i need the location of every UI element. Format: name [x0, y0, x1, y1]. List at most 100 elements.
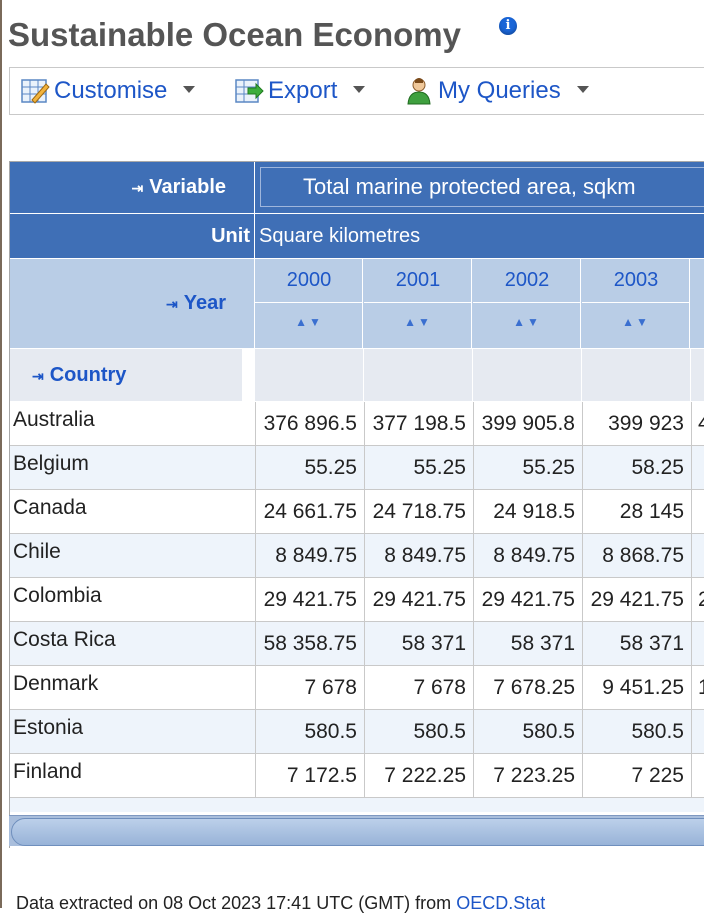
value-cell: [691, 490, 704, 534]
value-cell: 29 421.75: [582, 578, 690, 622]
my-queries-label: My Queries: [438, 77, 561, 104]
country-name: Australia: [13, 408, 95, 431]
table-row: Canada 24 661.75 24 718.75 24 918.5 28 145: [10, 490, 704, 534]
variable-label: Variable: [149, 176, 226, 198]
table-row: Belgium 55.25 55.25 55.25 58.25: [10, 446, 704, 490]
customise-menu[interactable]: Customise: [20, 68, 196, 114]
source-link[interactable]: OECD.Stat: [456, 893, 546, 913]
table-row: Costa Rica 58 358.75 58 371 58 371 58 371: [10, 622, 704, 666]
value-cell: 7 172.5: [255, 754, 363, 798]
value-cell: 7 225: [582, 754, 690, 798]
value-cell: 55.25: [473, 446, 581, 490]
value-cell: 24 718.75: [364, 490, 472, 534]
country-name: Chile: [13, 540, 61, 563]
value-cell: 580.5: [473, 710, 581, 754]
page-title: Sustainable Ocean Economy: [8, 16, 461, 53]
value-cell: 7 678.25: [473, 666, 581, 710]
chevron-down-icon: [183, 85, 196, 93]
value-cell: 55.25: [255, 446, 363, 490]
value-cell: 7 223.25: [473, 754, 581, 798]
value-cell: 8 849.75: [364, 534, 472, 578]
sort-icon[interactable]: ▲▼: [404, 315, 432, 329]
value-cell: 7 222.25: [364, 754, 472, 798]
country-name: Finland: [13, 760, 82, 783]
value-cell: 58 358.75: [255, 622, 363, 666]
table-row: Finland 7 172.5 7 222.25 7 223.25 7 225: [10, 754, 704, 798]
year-column: 2003 ▲▼: [582, 259, 690, 348]
value-cell: 580.5: [364, 710, 472, 754]
sort-icon[interactable]: ▲▼: [295, 315, 323, 329]
data-table: ⇥ Variable Total marine protected area, s…: [9, 161, 704, 848]
variable-header: ⇥ Variable: [10, 162, 254, 213]
country-name: Costa Rica: [13, 628, 116, 651]
value-cell: 376 896.5: [255, 402, 363, 446]
value-cell: 55.25: [364, 446, 472, 490]
expand-icon[interactable]: ⇥: [131, 180, 144, 196]
value-cell: 58 371: [582, 622, 690, 666]
value-cell: 8 868.75: [582, 534, 690, 578]
unit-header: Unit: [10, 214, 254, 258]
data-rows: Australia 376 896.5 377 198.5 399 905.8 399 …: [10, 402, 704, 822]
unit-label: Unit: [211, 225, 250, 247]
value-cell: 377 198.5: [364, 402, 472, 446]
year-label: 2000: [286, 269, 332, 291]
value-cell: 58.25: [582, 446, 690, 490]
value-cell: 9 451.25: [582, 666, 690, 710]
expand-icon[interactable]: ⇥: [166, 296, 178, 312]
value-cell: [691, 710, 704, 754]
table-row: Chile 8 849.75 8 849.75 8 849.75 8 868.75: [10, 534, 704, 578]
year-label: 2001: [395, 269, 441, 291]
country-header-values: [255, 349, 704, 401]
year-column: 2001 ▲▼: [364, 259, 472, 348]
unit-value: Square kilometres: [259, 225, 421, 247]
country-name: Belgium: [13, 452, 89, 475]
value-cell: 8 849.75: [255, 534, 363, 578]
export-label: Export: [268, 77, 338, 104]
export-menu[interactable]: Export: [234, 68, 366, 114]
value-cell: 24 918.5: [473, 490, 581, 534]
country-header: ⇥ Country: [10, 349, 242, 401]
unit-value-cell: Square kilometres: [255, 214, 704, 258]
country-name: Estonia: [13, 716, 84, 739]
sort-icon[interactable]: ▲▼: [513, 315, 541, 329]
horizontal-scrollbar[interactable]: [9, 815, 704, 846]
value-cell: [691, 754, 704, 798]
table-row: Colombia 29 421.75 29 421.75 29 421.75 29 42…: [10, 578, 704, 622]
footer-note: Data extracted on 08 Oct 2023 17:41 UTC …: [16, 893, 545, 914]
info-icon[interactable]: i: [499, 17, 517, 35]
year-header: ⇥ Year: [10, 259, 254, 348]
table-row: Australia 376 896.5 377 198.5 399 905.8 399 …: [10, 402, 704, 446]
value-cell: 580.5: [582, 710, 690, 754]
left-border: [0, 0, 2, 908]
expand-icon[interactable]: ⇥: [32, 368, 44, 384]
customise-icon: [20, 76, 50, 106]
value-cell: 399 923: [582, 402, 690, 446]
value-cell: 2: [691, 578, 704, 622]
my-queries-menu[interactable]: My Queries: [404, 68, 589, 114]
variable-value-cell: Total marine protected area, sqkm: [255, 162, 704, 213]
footer-text: Data extracted on 08 Oct 2023 17:41 UTC …: [16, 893, 457, 913]
chevron-down-icon: [353, 85, 366, 93]
value-cell: 1: [691, 666, 704, 710]
user-icon: [404, 76, 434, 106]
value-cell: 7 678: [364, 666, 472, 710]
value-cell: 28 145: [582, 490, 690, 534]
value-cell: 399 905.8: [473, 402, 581, 446]
value-cell: 58 371: [364, 622, 472, 666]
country-name: Denmark: [13, 672, 99, 695]
customise-label: Customise: [54, 77, 168, 104]
export-icon: [234, 76, 264, 106]
value-cell: 29 421.75: [255, 578, 363, 622]
value-cell: 4: [691, 402, 704, 446]
value-cell: [691, 534, 704, 578]
year-columns: 2000 ▲▼ 2001 ▲▼ 2002 ▲▼ 2003 ▲▼: [255, 259, 704, 348]
value-cell: [691, 622, 704, 666]
sort-icon[interactable]: ▲▼: [622, 315, 650, 329]
value-cell: 580.5: [255, 710, 363, 754]
value-cell: 58 371: [473, 622, 581, 666]
scrollbar-thumb[interactable]: [11, 818, 704, 846]
year-label: 2002: [504, 269, 550, 291]
year-label: 2003: [613, 269, 659, 291]
value-cell: 29 421.75: [364, 578, 472, 622]
